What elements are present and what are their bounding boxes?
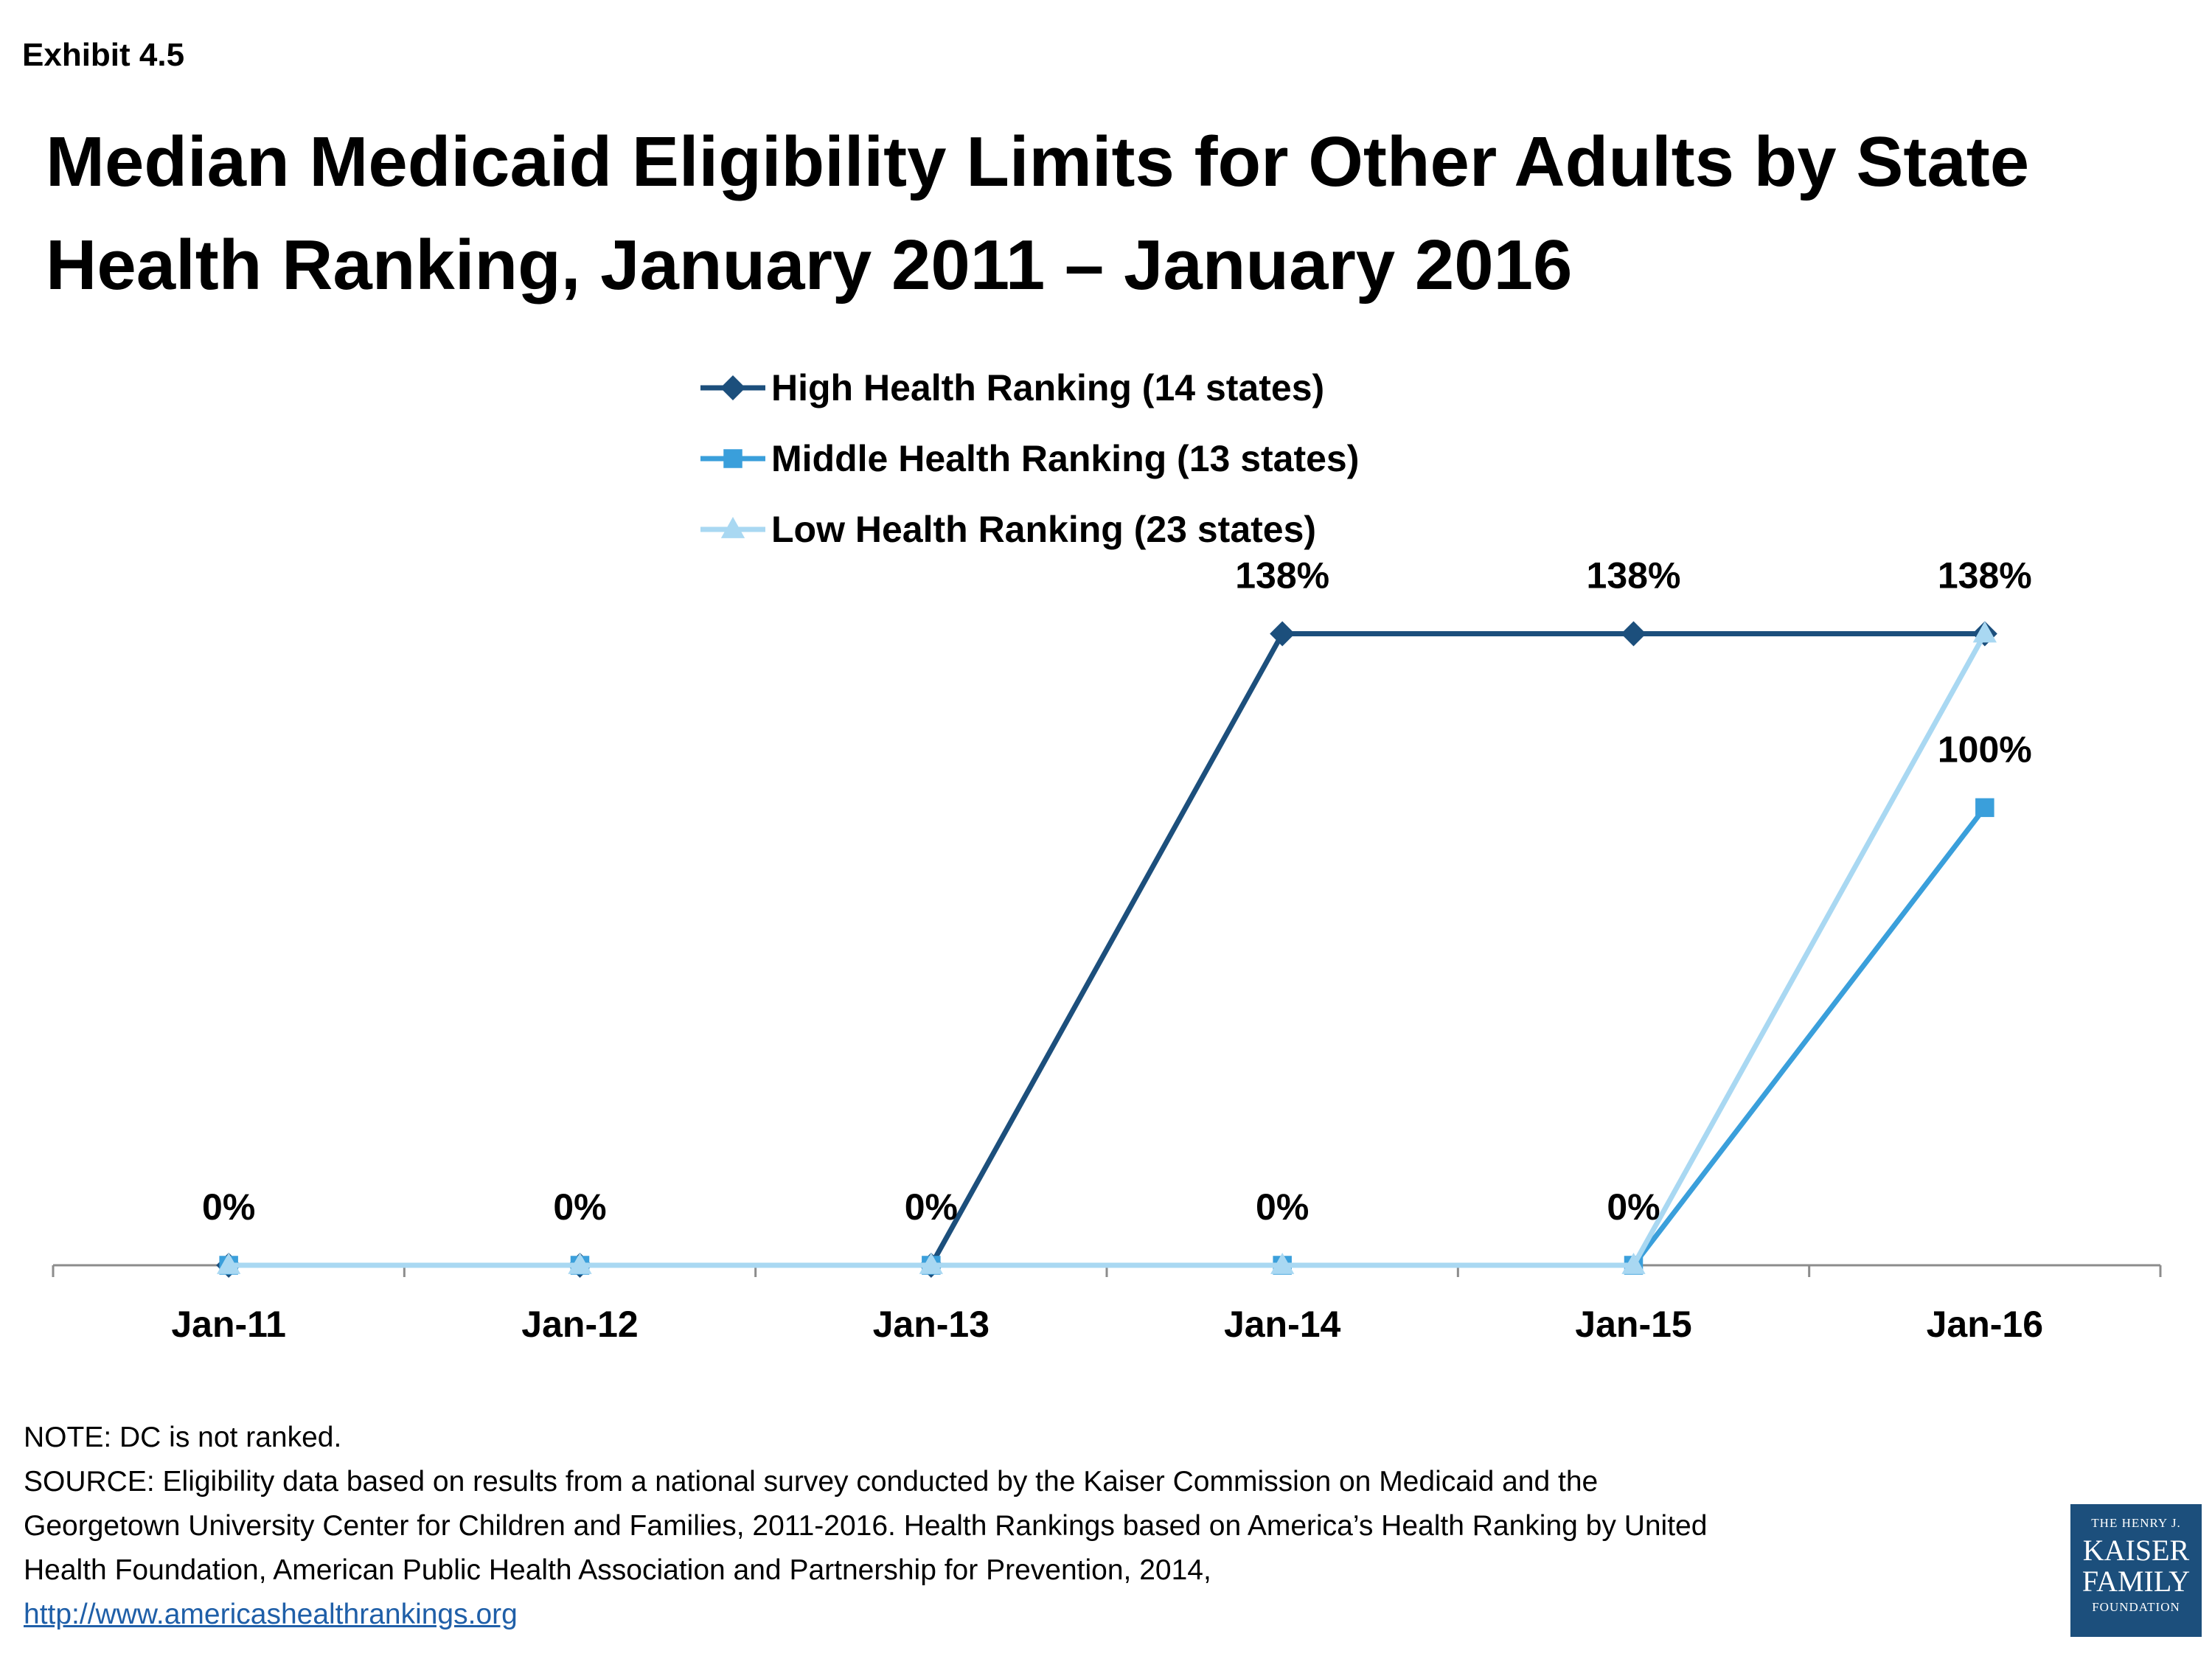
- data-label: 0%: [202, 1186, 255, 1228]
- logo-line-3: FAMILY: [2081, 1565, 2191, 1598]
- legend-label-0: High Health Ranking (14 states): [771, 367, 1324, 408]
- source-line-3: Health Foundation, American Public Healt…: [24, 1554, 1211, 1586]
- exhibit-label: Exhibit 4.5: [22, 37, 185, 73]
- series-2-point: [1972, 621, 1997, 643]
- series-1-point: [1975, 798, 1994, 818]
- data-label: 0%: [1607, 1186, 1660, 1228]
- kff-logo: THE HENRY J. KAISER FAMILY FOUNDATION: [2070, 1504, 2202, 1637]
- footnotes: NOTE: DC is not ranked. SOURCE: Eligibil…: [24, 1416, 2073, 1637]
- series-line-2: [229, 632, 1987, 1268]
- data-label: 0%: [553, 1186, 606, 1228]
- series-2-point: [568, 1253, 592, 1274]
- series-line-1: [229, 806, 1987, 1268]
- series-0-point: [1270, 621, 1295, 647]
- x-tick-label: Jan-13: [873, 1304, 990, 1345]
- data-label: 138%: [1235, 554, 1329, 596]
- data-label: 100%: [1938, 728, 2032, 770]
- logo-line-2: KAISER: [2082, 1534, 2190, 1567]
- x-tick-label: Jan-11: [171, 1304, 286, 1345]
- note-text: NOTE: DC is not ranked.: [24, 1422, 342, 1453]
- logo-line-1: THE HENRY J.: [2091, 1516, 2181, 1530]
- series-2-point: [1270, 1253, 1295, 1274]
- source-line-2: Georgetown University Center for Childre…: [24, 1510, 1708, 1542]
- source-line-1: SOURCE: Eligibility data based on result…: [24, 1466, 1599, 1498]
- data-label: 138%: [1587, 554, 1681, 596]
- series-2-point: [1621, 1253, 1646, 1274]
- series-2-point: [217, 1253, 241, 1274]
- series-2-point: [919, 1253, 943, 1274]
- chart-title: Median Medicaid Eligibility Limits for O…: [46, 122, 2030, 305]
- legend-marker-1: [723, 449, 742, 468]
- data-label: 0%: [905, 1186, 958, 1228]
- legend-label-2: Low Health Ranking (23 states): [771, 509, 1316, 550]
- data-label: 0%: [1256, 1186, 1309, 1228]
- series-line-0: [229, 630, 1985, 1268]
- logo-line-4: FOUNDATION: [2092, 1600, 2180, 1614]
- legend-marker-2: [720, 517, 745, 538]
- line-chart: Jan-11 Jan-12 Jan-13 Jan-14 Jan-15 Jan-16 0% 0%…: [52, 367, 2162, 1345]
- data-label: 138%: [1938, 554, 2032, 596]
- x-tick-label: Jan-15: [1575, 1304, 1691, 1345]
- x-tick-label: Jan-14: [1224, 1304, 1341, 1345]
- series-0-point: [1621, 621, 1646, 647]
- legend-label-1: Middle Health Ranking (13 states): [771, 438, 1359, 479]
- source-link[interactable]: http://www.americashealthrankings.org: [24, 1599, 518, 1630]
- x-tick-label: Jan-16: [1927, 1304, 2043, 1345]
- x-tick-label: Jan-12: [521, 1304, 638, 1345]
- legend-marker-0: [720, 375, 745, 400]
